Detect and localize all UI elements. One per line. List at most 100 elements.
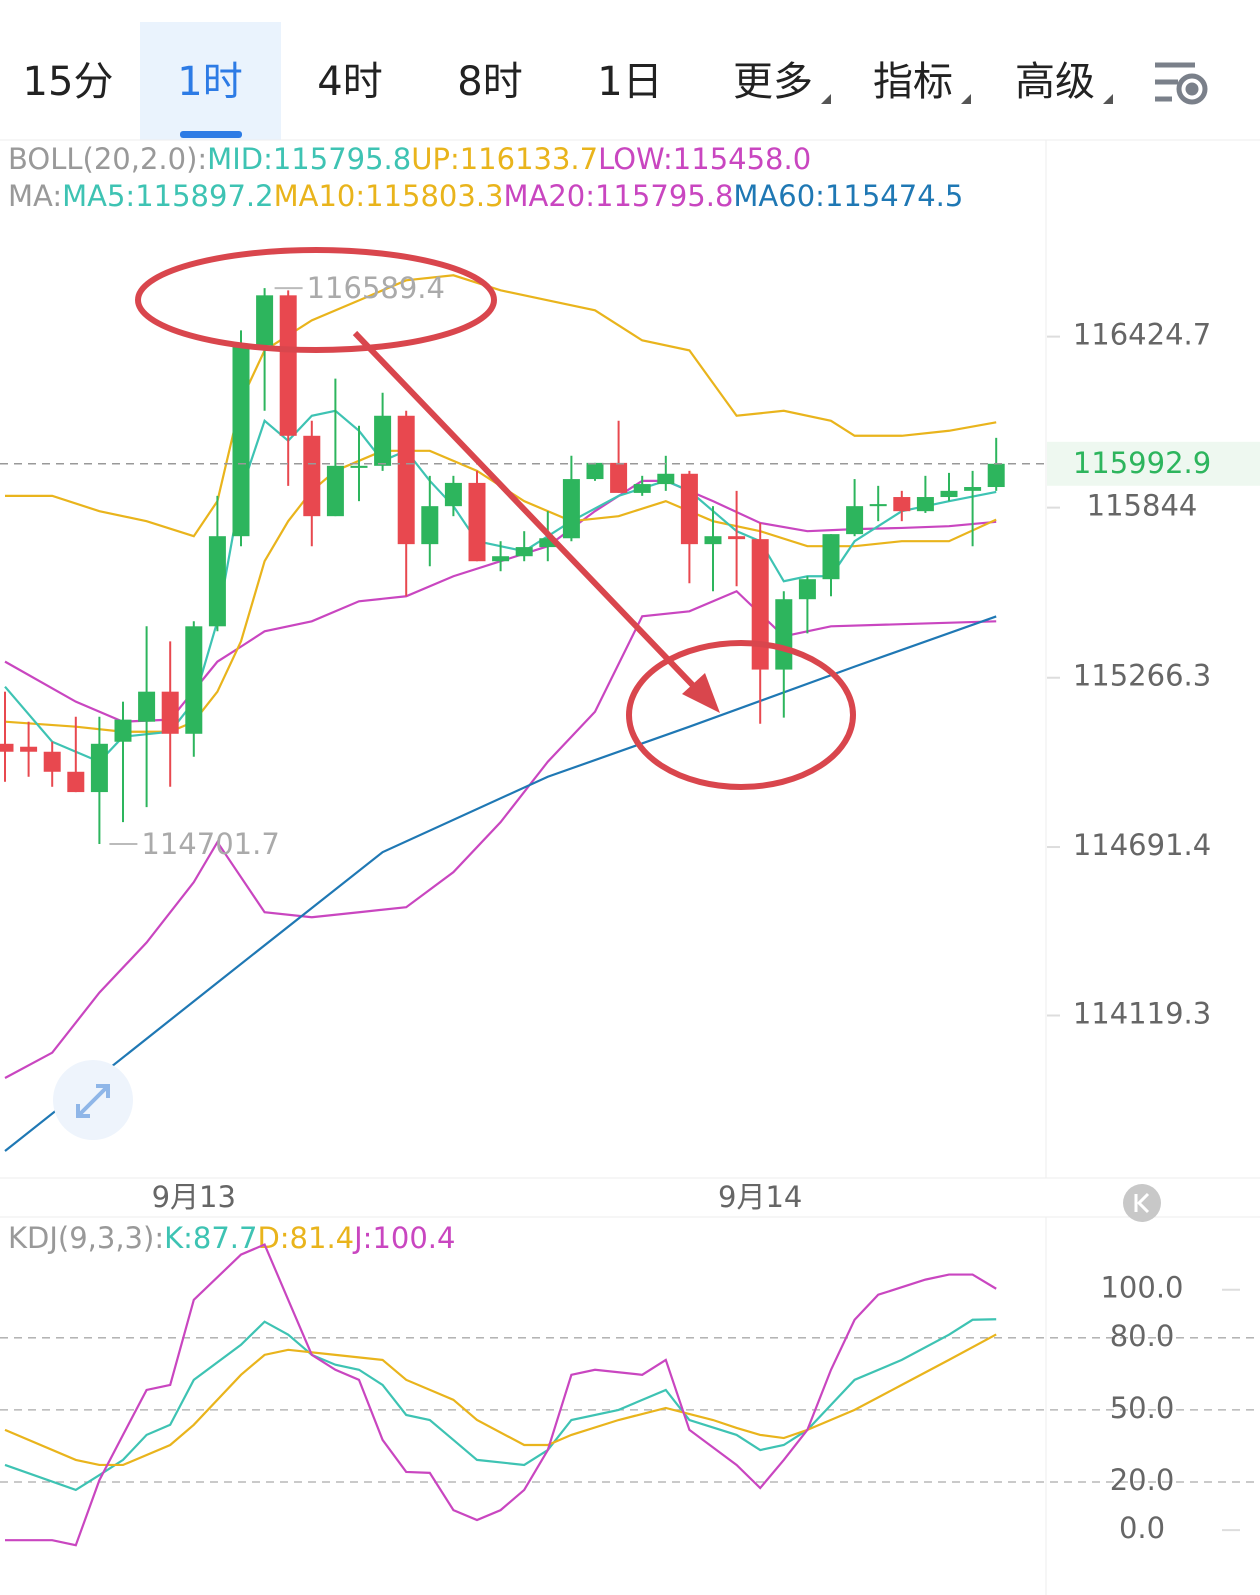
- active-tab-indicator: [180, 131, 242, 138]
- candle-body: [869, 504, 887, 507]
- legend-item: MA5:115897.2: [62, 179, 273, 213]
- candle-body: [562, 479, 580, 539]
- candle-body: [657, 473, 675, 485]
- candle-body: [161, 691, 179, 734]
- dropdown-caret: [961, 94, 971, 104]
- tab[interactable]: 8时: [457, 59, 522, 105]
- candle-body: [680, 473, 698, 545]
- candle-body: [610, 462, 628, 493]
- candle-body: [185, 626, 203, 734]
- legend-label: KDJ(9,3,3):: [8, 1221, 164, 1255]
- candle-body: [20, 746, 38, 752]
- candle-body: [67, 771, 85, 793]
- annotation: [135, 247, 856, 790]
- indicator-line: [4, 1333, 997, 1467]
- candle-body: [232, 345, 250, 537]
- candle-body: [515, 547, 533, 557]
- y-tick-label: 116424.7: [1073, 318, 1211, 352]
- expand-button[interactable]: [53, 1060, 133, 1140]
- candle-body: [728, 536, 746, 540]
- candle-body: [350, 465, 368, 468]
- candle-body: [987, 463, 1005, 488]
- candle-body: [468, 482, 486, 562]
- candle-body: [751, 539, 769, 670]
- y-tick-label: 115844: [1087, 489, 1198, 523]
- candle-body: [539, 538, 557, 548]
- dropdown-caret: [1103, 94, 1113, 104]
- legend-label: MA:: [8, 179, 62, 213]
- tab[interactable]: 高级: [1015, 59, 1095, 105]
- legend-item: D:81.4: [257, 1221, 354, 1255]
- x-tick-label: 9月14: [718, 1180, 802, 1214]
- candle-body: [114, 719, 132, 742]
- candle-body: [846, 506, 864, 535]
- legend-item: UP:116133.7: [411, 142, 598, 176]
- candle-body: [893, 497, 911, 512]
- tab[interactable]: 更多: [733, 59, 813, 105]
- y-tick-label: 115266.3: [1073, 659, 1211, 693]
- candle-body: [798, 579, 816, 600]
- candle-body: [586, 462, 604, 480]
- tab[interactable]: 指标: [873, 59, 953, 105]
- candle-body: [421, 506, 439, 545]
- y-tick-label: 80.0: [1110, 1319, 1175, 1353]
- legend-item: J:100.4: [352, 1221, 455, 1255]
- legend-label: BOLL(20,2.0):: [8, 142, 207, 176]
- legend-item: MID:115795.8: [207, 142, 411, 176]
- legend-row: BOLL(20,2.0):MID:115795.8UP:116133.7LOW:…: [8, 142, 811, 176]
- legend-item: MA10:115803.3: [274, 179, 504, 213]
- y-tick-label: 0.0: [1119, 1511, 1165, 1545]
- candle-body: [43, 751, 61, 772]
- candle-body: [138, 691, 156, 722]
- active-tab-bg: [140, 22, 281, 140]
- tab[interactable]: 1日: [597, 59, 662, 105]
- legend-item: MA60:115474.5: [733, 179, 963, 213]
- candle-body: [775, 599, 793, 670]
- last-price-bg: [1047, 441, 1260, 486]
- legend-item: MA20:115795.8: [504, 179, 734, 213]
- x-tick-label: 9月13: [152, 1180, 236, 1214]
- indicator-line: [5, 1243, 997, 1547]
- candle-body: [303, 435, 321, 517]
- candle-body: [704, 536, 722, 545]
- max-label: 116589.4: [307, 271, 445, 305]
- scroll-latest-button[interactable]: [1123, 1184, 1161, 1222]
- legend-item: LOW:115458.0: [598, 142, 811, 176]
- legend-row: KDJ(9,3,3):K:87.7D:81.4J:100.4: [8, 1221, 455, 1255]
- y-tick-label: 114691.4: [1073, 828, 1211, 862]
- candle-body: [916, 497, 934, 512]
- candle-body: [374, 415, 392, 466]
- candle-body: [964, 487, 982, 491]
- candle-body: [208, 536, 226, 627]
- y-tick-label: 100.0: [1100, 1271, 1183, 1305]
- kdj-panel: KDJ(9,3,3):K:87.7D:81.4J:100.4 100.0 80.0 5…: [0, 1221, 1260, 1547]
- candle-body: [0, 743, 14, 752]
- last-price-label: 115992.9: [1073, 446, 1211, 480]
- indicator-line: [4, 589, 997, 1079]
- candle-body: [90, 743, 108, 793]
- candle-body: [633, 484, 651, 493]
- tab[interactable]: 15分: [23, 59, 114, 105]
- candle-body: [256, 295, 274, 346]
- settings-icon[interactable]: [1155, 62, 1208, 105]
- legend-item: K:87.7: [164, 1221, 257, 1255]
- y-tick-label: 20.0: [1110, 1463, 1175, 1497]
- min-label: 114701.7: [141, 827, 279, 861]
- dropdown-caret: [821, 94, 831, 104]
- tab[interactable]: 4时: [317, 59, 382, 105]
- indicator-line: [4, 1318, 997, 1492]
- candle-body: [492, 556, 510, 562]
- candle-body: [940, 490, 958, 498]
- indicator-line: [4, 615, 997, 1152]
- price-panel: BOLL(20,2.0):MID:115795.8UP:116133.7LOW:…: [0, 142, 1260, 1214]
- y-tick-label: 114119.3: [1073, 996, 1211, 1030]
- tab[interactable]: 1时: [177, 59, 242, 105]
- tab-bar: 15分 1时 4时 8时 1日 更多 指标 高级: [23, 59, 1113, 105]
- candle-body: [444, 482, 462, 507]
- candle-body: [397, 415, 415, 545]
- indicator-line: [5, 274, 997, 538]
- candle-body: [279, 295, 297, 436]
- candle-body: [326, 465, 344, 517]
- candle-body: [822, 534, 840, 580]
